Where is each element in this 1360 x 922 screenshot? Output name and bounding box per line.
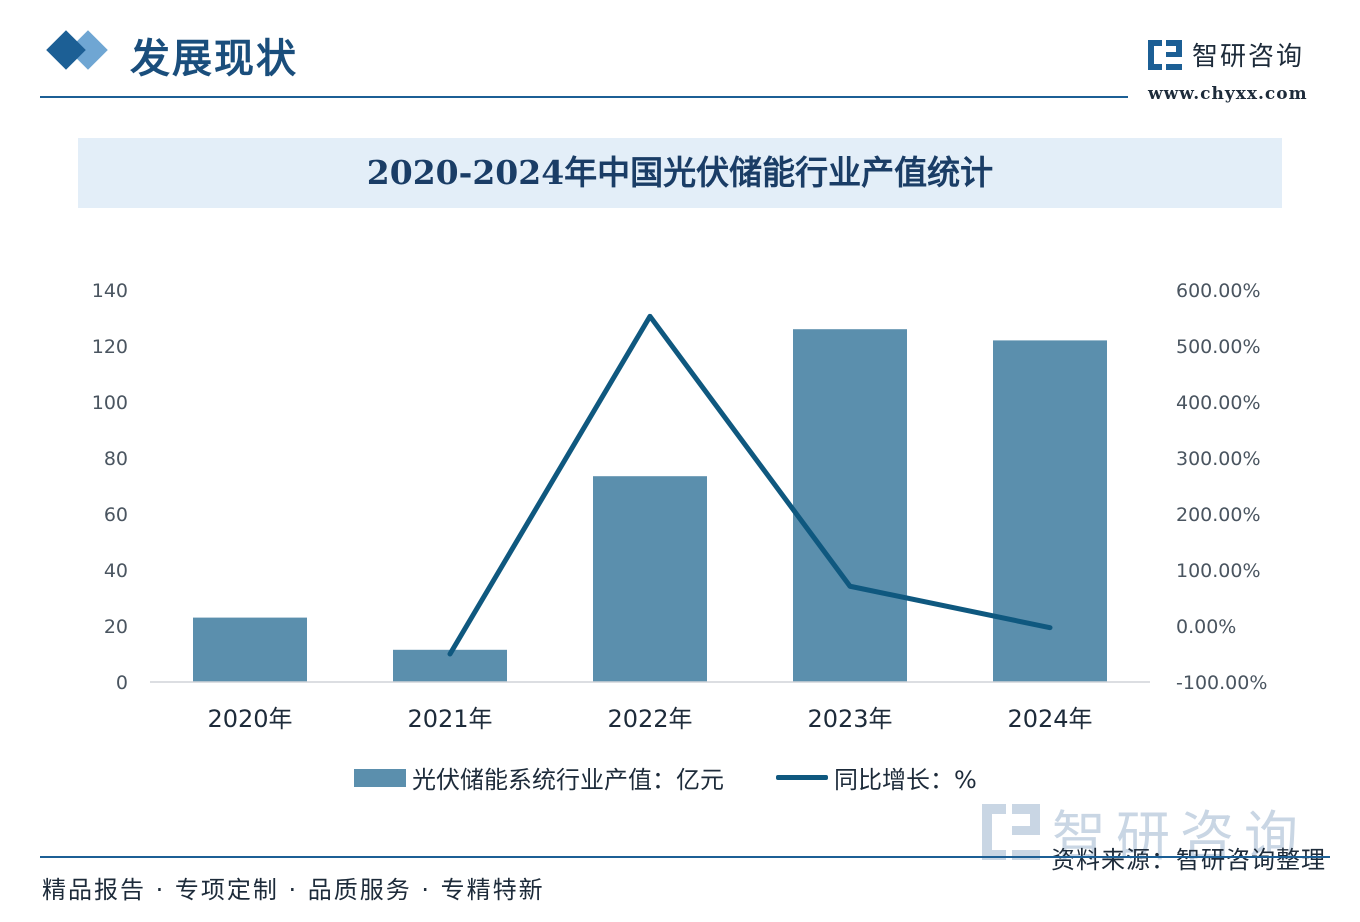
chart: 0 20 40 60 80 100 120 140 -100.00% 0.00% 100.00% 2… <box>92 280 1268 733</box>
bar <box>593 476 707 682</box>
brand-logo-icon <box>1148 39 1182 70</box>
y-right-tick-label: 600.00% <box>1176 280 1261 302</box>
x-tick-label: 2020年 <box>207 705 292 733</box>
y-right-tick-label: 500.00% <box>1176 336 1261 358</box>
legend-swatch-line <box>776 775 828 780</box>
y-right-tick-label: 0.00% <box>1176 616 1236 638</box>
legend-swatch-bar <box>354 768 406 787</box>
x-tick-label: 2021年 <box>407 705 492 733</box>
header-divider <box>40 96 1128 98</box>
y-left-tick-label: 40 <box>104 560 128 582</box>
line-series <box>447 313 1053 657</box>
chart-title: 2020-2024年中国光伏储能行业产值统计 <box>366 153 994 192</box>
x-tick-label: 2024年 <box>1007 705 1092 733</box>
brand-name: 智研咨询 <box>1192 42 1305 72</box>
y-right-tick-label: 200.00% <box>1176 504 1261 526</box>
y-left-tick-label: 60 <box>104 504 128 526</box>
y-right-tick-label: 300.00% <box>1176 448 1261 470</box>
legend-label-bar: 光伏储能系统行业产值：亿元 <box>412 766 724 794</box>
bar <box>993 340 1107 682</box>
brand: 智研咨询 <box>1148 36 1304 73</box>
legend: 光伏储能系统行业产值：亿元 同比增长：% <box>354 760 977 795</box>
y-left-tick-label: 120 <box>92 336 128 358</box>
diamond-icon <box>46 30 86 70</box>
y-left-tick-label: 20 <box>104 616 128 638</box>
chart-title-band <box>78 138 1282 208</box>
bar-series <box>193 329 1107 682</box>
y-axis-right: -100.00% 0.00% 100.00% 200.00% 300.00% 400.00… <box>1176 280 1267 694</box>
y-right-tick-label: -100.00% <box>1176 672 1267 694</box>
x-axis-labels: 2020年 2021年 2022年 2023年 2024年 <box>207 705 1092 733</box>
growth-line <box>447 313 1053 657</box>
footer-slogan: 精品报告 · 专项定制 · 品质服务 · 专精特新 <box>42 876 545 904</box>
bar <box>793 329 907 682</box>
legend-label-line: 同比增长：% <box>834 766 977 794</box>
header: 发展现状 智研咨询 www.chyxx.com <box>0 0 1360 110</box>
brand-url: www.chyxx.com <box>1148 84 1308 104</box>
source-note: 资料来源：智研咨询整理 <box>1051 846 1326 874</box>
y-right-tick-label: 100.00% <box>1176 560 1261 582</box>
footer-divider <box>40 856 1330 858</box>
x-tick-label: 2022年 <box>607 705 692 733</box>
bar <box>193 617 307 682</box>
y-left-tick-label: 0 <box>116 672 128 694</box>
y-left-tick-label: 100 <box>92 392 128 414</box>
x-tick-label: 2023年 <box>807 705 892 733</box>
watermark-logo-icon <box>982 803 1040 860</box>
y-axis-left: 0 20 40 60 80 100 120 140 <box>92 280 128 694</box>
y-left-tick-label: 80 <box>104 448 128 470</box>
y-left-tick-label: 140 <box>92 280 128 302</box>
y-right-tick-label: 400.00% <box>1176 392 1261 414</box>
section-title: 发展现状 <box>130 36 298 82</box>
